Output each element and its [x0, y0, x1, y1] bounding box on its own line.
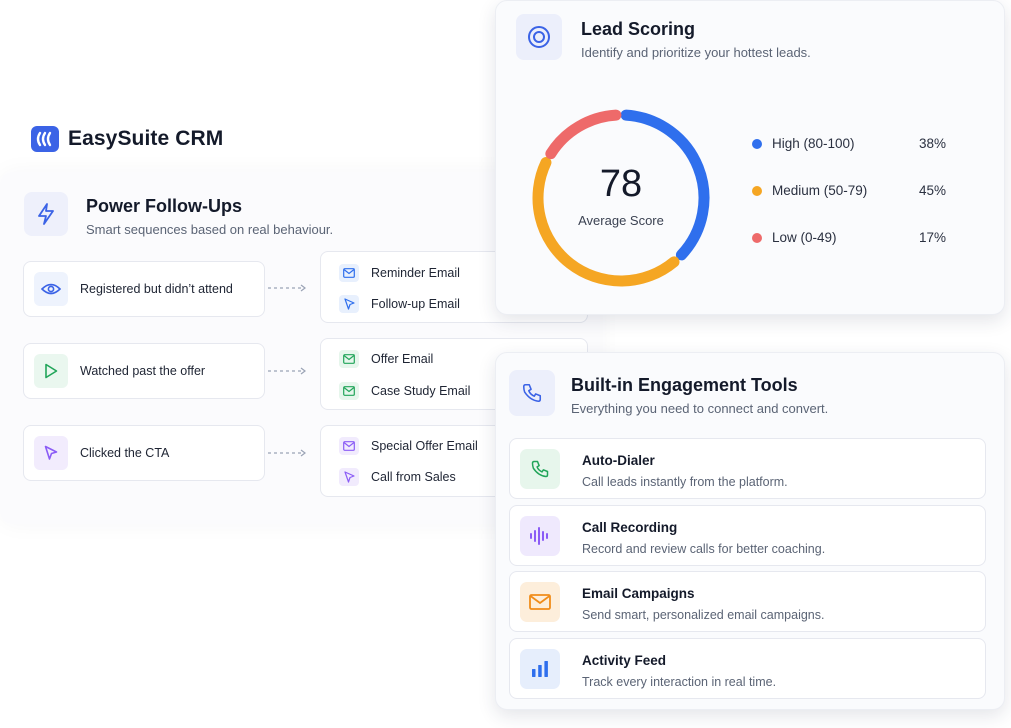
target-icon	[516, 14, 562, 60]
envelope-icon	[520, 582, 560, 622]
email-step[interactable]: Call from Sales	[339, 468, 456, 486]
email-step[interactable]: Special Offer Email	[339, 437, 478, 455]
email-label: Case Study Email	[371, 384, 471, 398]
engagement-subtitle: Everything you need to connect and conve…	[571, 401, 829, 416]
legend-dot	[752, 138, 762, 149]
lead-scoring-card: Lead Scoring Identify and prioritize you…	[495, 0, 1005, 315]
cursor-icon	[339, 295, 359, 313]
tool-description: Track every interaction in real time.	[582, 675, 777, 689]
tool-description: Call leads instantly from the platform.	[582, 475, 788, 489]
play-icon	[34, 354, 68, 388]
lightning-icon	[24, 192, 68, 236]
mail-icon	[339, 382, 359, 400]
trigger-card[interactable]: Clicked the CTA	[23, 425, 265, 481]
tool-name: Activity Feed	[582, 653, 667, 668]
arrow-icon	[268, 284, 306, 292]
legend-percent: 45%	[919, 183, 947, 198]
followups-subtitle: Smart sequences based on real behaviour.	[86, 222, 334, 237]
phone-icon	[520, 449, 560, 489]
email-label: Special Offer Email	[371, 439, 478, 453]
legend-dot	[752, 232, 762, 243]
legend-label: Medium (50-79)	[772, 183, 868, 198]
waveform-icon	[520, 516, 560, 556]
legend-label: High (80-100)	[772, 136, 855, 151]
trigger-label: Registered but didn’t attend	[80, 282, 233, 296]
trigger-card[interactable]: Watched past the offer	[23, 343, 265, 399]
eye-icon	[34, 272, 68, 306]
mail-icon	[339, 350, 359, 368]
arrow-icon	[268, 367, 306, 375]
tool-activity-feed[interactable]: Activity Feed Track every interaction in…	[509, 638, 986, 699]
email-label: Follow-up Email	[371, 297, 460, 311]
average-score-value: 78	[599, 163, 643, 205]
tool-auto-dialer[interactable]: Auto-Dialer Call leads instantly from th…	[509, 438, 986, 499]
tool-name: Email Campaigns	[582, 586, 695, 601]
trigger-label: Watched past the offer	[80, 364, 206, 378]
legend-percent: 38%	[919, 136, 947, 151]
email-label: Offer Email	[371, 352, 434, 366]
cursor-icon	[34, 436, 68, 470]
lead-scoring-title: Lead Scoring	[581, 19, 696, 39]
donut-segment-high	[620, 109, 710, 261]
donut-segment-medium	[532, 157, 680, 287]
email-label: Call from Sales	[371, 470, 456, 484]
logo-mark-icon	[31, 126, 59, 152]
tool-description: Send smart, personalized email campaigns…	[582, 608, 825, 622]
mail-icon	[339, 264, 359, 282]
followups-title: Power Follow-Ups	[86, 196, 243, 216]
mail-icon	[339, 437, 359, 455]
legend-item-high: High (80-100) 38%	[752, 136, 952, 151]
email-label: Reminder Email	[371, 266, 460, 280]
engagement-tools-card: Built-in Engagement Tools Everything you…	[495, 352, 1005, 710]
legend-label: Low (0-49)	[772, 230, 837, 245]
cursor-icon	[339, 468, 359, 486]
trigger-label: Clicked the CTA	[80, 446, 170, 460]
brand-name: EasySuite CRM	[68, 127, 224, 150]
score-donut-chart	[532, 109, 710, 287]
lead-scoring-subtitle: Identify and prioritize your hottest lea…	[581, 45, 811, 60]
legend-dot	[752, 185, 762, 196]
email-step[interactable]: Reminder Email	[339, 264, 460, 282]
brand-logo: EasySuite CRM	[31, 126, 223, 152]
arrow-icon	[268, 449, 306, 457]
phone-icon	[509, 370, 555, 416]
tool-call-recording[interactable]: Call Recording Record and review calls f…	[509, 505, 986, 566]
average-score-label: Average Score	[578, 213, 664, 228]
tool-name: Call Recording	[582, 520, 678, 535]
email-step[interactable]: Follow-up Email	[339, 295, 460, 313]
tool-description: Record and review calls for better coach…	[582, 542, 826, 556]
legend-percent: 17%	[919, 230, 947, 245]
email-step[interactable]: Offer Email	[339, 350, 433, 368]
donut-segment-low	[545, 109, 622, 160]
email-step[interactable]: Case Study Email	[339, 382, 470, 400]
bar-chart-icon	[520, 649, 560, 689]
legend-item-low: Low (0-49) 17%	[752, 230, 952, 245]
legend-item-medium: Medium (50-79) 45%	[752, 183, 952, 198]
tool-email-campaigns[interactable]: Email Campaigns Send smart, personalized…	[509, 571, 986, 632]
trigger-card[interactable]: Registered but didn’t attend	[23, 261, 265, 317]
tool-name: Auto-Dialer	[582, 453, 655, 468]
engagement-title: Built-in Engagement Tools	[571, 375, 798, 395]
